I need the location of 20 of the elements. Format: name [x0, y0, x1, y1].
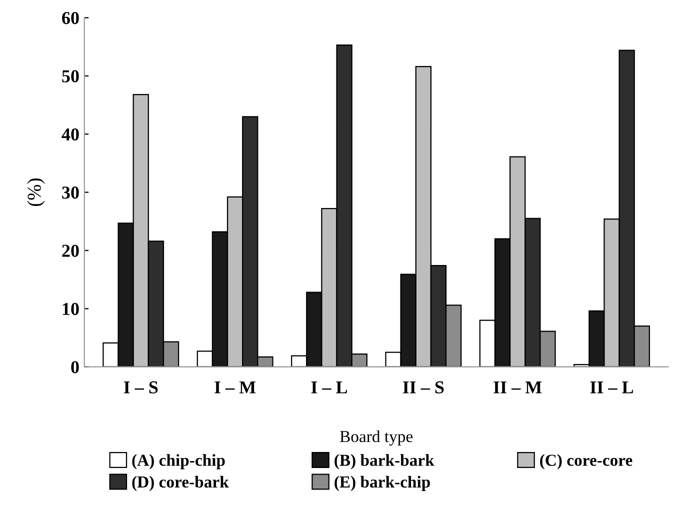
y-tick-label: 30 [62, 186, 79, 199]
x-tick-label: II – L [590, 381, 634, 394]
legend-label: (B) bark-bark [334, 454, 434, 470]
y-axis-title: (%) [27, 178, 45, 206]
y-tick-label: 10 [62, 302, 79, 316]
legend-label: (D) core-bark [132, 476, 229, 491]
y-tick-label: 40 [62, 128, 79, 141]
y-tick-label: 0 [71, 361, 79, 374]
y-tick-label: 50 [62, 70, 79, 82]
x-tick-label: I – S [124, 381, 158, 394]
y-tick-label: 20 [62, 244, 79, 257]
legend-label: (A) chip-chip [132, 454, 225, 470]
x-tick-label: II – M [494, 381, 542, 394]
x-axis-title: Board type [340, 430, 413, 446]
y-tick-label: 60 [62, 12, 79, 24]
legend-label: (E) bark-chip [334, 476, 430, 491]
x-tick-label: I – M [214, 381, 256, 394]
x-tick-label: II – S [402, 381, 444, 394]
x-tick-label: I – L [311, 381, 348, 394]
legend-label: (C) core-core [540, 454, 632, 470]
